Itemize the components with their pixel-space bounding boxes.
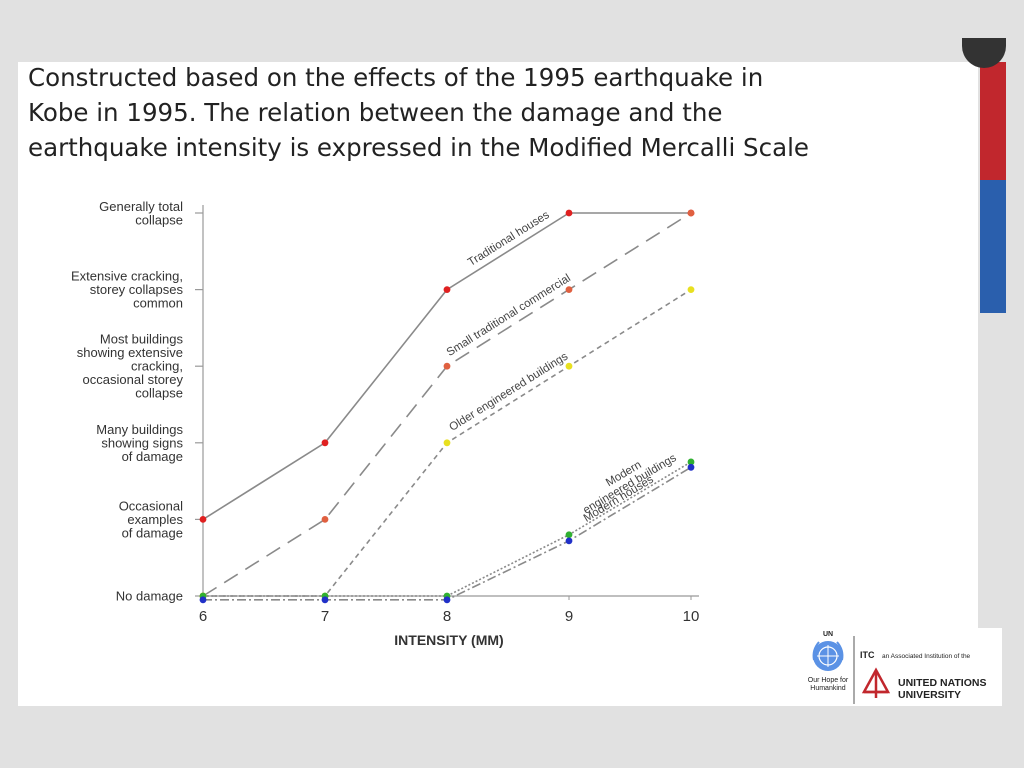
marker-s2-x8 xyxy=(443,439,451,447)
series-line-1 xyxy=(202,212,692,597)
x-tick-label-10: 10 xyxy=(683,608,700,625)
marker-s1-x9 xyxy=(565,286,573,293)
un-caption-line-2: Humankind xyxy=(810,685,846,692)
slide-title-line-1: Constructed based on the effects of the … xyxy=(28,63,764,92)
y-level-label-5-1: collapse xyxy=(135,212,183,227)
slide-background xyxy=(18,62,978,706)
y-level-label-2-1: showing signs xyxy=(101,435,183,450)
x-axis-label: INTENSITY (MM) xyxy=(394,632,503,648)
unu-emblem-icon xyxy=(861,667,891,698)
series-markers xyxy=(199,209,695,604)
series-label-group-0: Traditional houses xyxy=(466,209,552,269)
marker-s1-x7 xyxy=(321,516,329,523)
unu-line-2: UNIVERSITY xyxy=(898,689,961,701)
unu-line-1: UNITED NATIONS xyxy=(898,677,986,689)
marker-s4-x9 xyxy=(565,537,573,545)
y-level-label-3-2: cracking, xyxy=(131,359,183,374)
x-tick-label-7: 7 xyxy=(321,608,329,625)
marker-s1-x8 xyxy=(443,362,451,370)
y-level-label-1-1: examples xyxy=(127,512,183,527)
accent-bar-blue xyxy=(980,180,1006,313)
series-label-group-2: Older engineered buildings xyxy=(447,350,570,433)
marker-s2-x10 xyxy=(687,286,695,293)
y-level-label-5-0: Generally total xyxy=(99,199,183,214)
series-label-group-1: Small traditional commercial xyxy=(445,272,573,359)
itc-unu-logo: UN Our Hope for Humankind ITC an Associa… xyxy=(806,628,1002,706)
itc-label: ITC xyxy=(860,650,875,660)
chart-axes xyxy=(195,205,699,600)
un-emblem-icon xyxy=(812,641,844,671)
x-tick-label-9: 9 xyxy=(565,608,573,625)
marker-s3-x9 xyxy=(565,531,573,539)
marker-s4-x7 xyxy=(321,596,329,604)
slide-title-line-2: Kobe in 1995. The relation between the d… xyxy=(28,98,723,127)
y-level-label-3-4: collapse xyxy=(135,386,183,401)
y-level-label-4-1: storey collapses xyxy=(90,282,184,297)
y-level-label-3-3: occasional storey xyxy=(83,372,184,387)
logo-graphic: UN Our Hope for Humankind ITC an Associa… xyxy=(808,631,986,704)
marker-s3-x10 xyxy=(687,458,695,466)
y-level-label-3-0: Most buildings xyxy=(100,332,184,347)
marker-s4-x6 xyxy=(199,596,207,604)
series-label-2-0: Older engineered buildings xyxy=(447,350,570,433)
marker-s4-x8 xyxy=(443,596,451,604)
marker-s0-x6 xyxy=(199,516,207,523)
itc-affiliation-text: an Associated Institution of the xyxy=(882,653,971,660)
x-tick-label-6: 6 xyxy=(199,608,207,625)
x-tick-labels: 6 7 8 9 10 xyxy=(199,608,700,625)
marker-s1-x10 xyxy=(687,209,695,217)
series-label-0-0: Traditional houses xyxy=(466,209,552,269)
series-lines xyxy=(202,212,692,601)
slide-title: Constructed based on the effects of the … xyxy=(28,60,928,165)
slide-title-line-3: earthquake intensity is expressed in the… xyxy=(28,133,809,162)
accent-bar-red xyxy=(980,62,1006,180)
y-level-label-2-2: of damage xyxy=(122,449,183,464)
y-level-label-1-2: of damage xyxy=(122,525,183,540)
series-label-1-0: Small traditional commercial xyxy=(445,272,573,359)
un-top-label: UN xyxy=(823,631,833,638)
y-level-label-2-0: Many buildings xyxy=(96,422,183,437)
marker-s4-x10 xyxy=(687,463,695,471)
y-level-label-3-1: showing extensive xyxy=(77,345,183,360)
marker-s2-x9 xyxy=(565,362,573,370)
marker-s0-x7 xyxy=(321,439,329,447)
x-tick-label-8: 8 xyxy=(443,608,451,625)
y-level-label-4-0: Extensive cracking, xyxy=(71,269,183,284)
y-level-label-1-0: Occasional xyxy=(119,498,183,513)
marker-s0-x8 xyxy=(443,286,451,293)
marker-s0-x9 xyxy=(565,209,573,217)
un-caption-line-1: Our Hope for xyxy=(808,677,849,684)
y-level-label-4-2: common xyxy=(133,296,183,311)
y-level-label-0-0: No damage xyxy=(116,589,183,604)
